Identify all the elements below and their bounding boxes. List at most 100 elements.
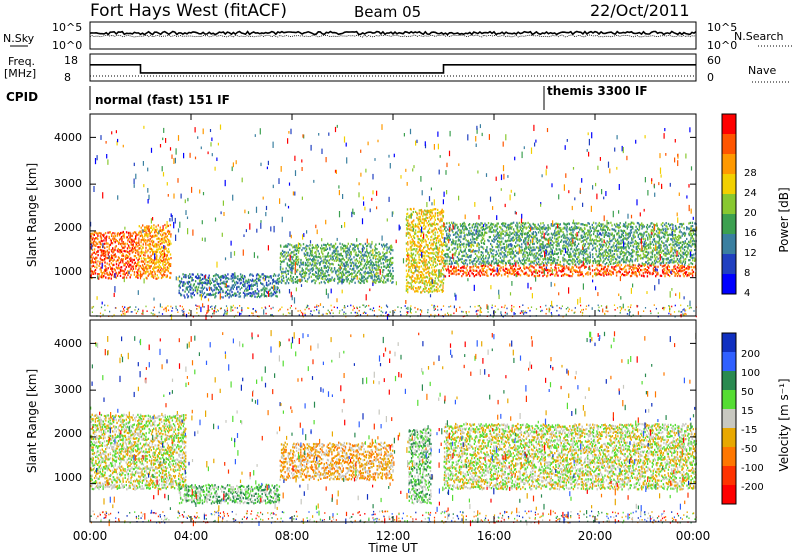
power-cell: [409, 259, 410, 261]
power-cell: [321, 260, 322, 262]
power-cell: [491, 262, 492, 264]
power-cell: [625, 269, 626, 271]
power-cell: [585, 258, 586, 260]
power-cell: [354, 270, 355, 272]
power-cell: [504, 270, 505, 272]
power-cell: [344, 274, 345, 276]
power-cell: [603, 229, 604, 231]
power-cell: [150, 232, 151, 234]
power-cell: [443, 259, 444, 261]
power-cell: [525, 243, 526, 245]
power-cell: [144, 252, 145, 254]
power-cell: [461, 251, 462, 253]
power-cell: [661, 275, 662, 277]
power-cell: [156, 235, 157, 237]
power-cell: [239, 292, 240, 294]
power-cell: [299, 247, 300, 249]
power-cell: [620, 271, 621, 273]
power-cell: [496, 235, 497, 237]
power-cell: [153, 253, 154, 255]
power-cell: [94, 238, 95, 240]
power-cell: [508, 239, 509, 241]
power-cell: [564, 254, 565, 256]
power-cell: [498, 259, 499, 261]
power-cell: [468, 256, 469, 258]
power-cell: [429, 272, 430, 274]
power-cell: [537, 242, 538, 244]
power-cell: [247, 286, 248, 288]
power-cell: [282, 260, 283, 262]
power-cell: [392, 277, 393, 279]
power-cell: [521, 230, 522, 232]
power-cell: [542, 226, 543, 228]
power-cell: [512, 232, 513, 234]
power-cell: [548, 226, 549, 228]
power-cell: [609, 233, 610, 235]
power-cell: [492, 260, 493, 262]
power-cell: [582, 237, 583, 239]
power-cell: [168, 248, 169, 250]
power-cell: [316, 256, 317, 258]
power-cell: [563, 237, 564, 239]
power-cell: [608, 259, 609, 261]
power-cell: [425, 241, 426, 243]
power-cell: [530, 251, 531, 253]
power-cell: [478, 247, 479, 249]
power-cell: [440, 284, 441, 286]
power-cell: [147, 257, 148, 259]
power-cell: [588, 260, 589, 262]
power-cell: [625, 261, 626, 263]
power-cell: [478, 258, 479, 260]
power-cell: [287, 265, 288, 267]
power-cell: [340, 246, 341, 248]
power-cell: [442, 233, 443, 235]
power-cell: [168, 267, 169, 269]
power-cell: [147, 249, 148, 251]
power-cell: [491, 265, 492, 267]
power-cell: [547, 272, 548, 274]
power-cell: [486, 249, 487, 251]
power-cell: [407, 273, 408, 275]
power-cell: [125, 243, 126, 245]
power-cell: [425, 264, 426, 266]
power-cell: [416, 217, 417, 219]
power-cell: [625, 222, 626, 224]
power-cell: [533, 236, 534, 238]
power-cell: [571, 243, 572, 245]
power-cell: [442, 256, 443, 258]
power-cell: [151, 258, 152, 260]
power-cell: [499, 231, 500, 233]
power-cell: [498, 274, 499, 276]
power-cell: [618, 264, 619, 266]
power-cell: [548, 269, 549, 271]
power-cell: [192, 279, 193, 281]
power-cell: [655, 275, 656, 277]
power-cell: [524, 268, 525, 270]
power-cell: [587, 256, 588, 258]
power-cell: [354, 245, 355, 247]
power-cell: [288, 254, 289, 256]
power-cell: [160, 272, 161, 274]
power-cell: [107, 243, 108, 245]
power-cell: [549, 237, 550, 239]
power-cell: [198, 286, 199, 288]
power-cell: [472, 269, 473, 271]
power-cell: [616, 274, 617, 276]
power-cell: [475, 242, 476, 244]
power-cell: [554, 237, 555, 239]
power-cell: [103, 275, 104, 277]
power-cell: [433, 274, 434, 276]
power-cell: [309, 269, 310, 271]
power-cell: [149, 246, 150, 248]
power-cell: [476, 261, 477, 263]
power-cell: [270, 289, 271, 291]
power-cell: [211, 287, 212, 289]
power-cell: [574, 252, 575, 254]
power-cell: [225, 275, 226, 277]
power-cell: [167, 275, 168, 277]
power-cell: [614, 234, 615, 236]
power-cell: [480, 227, 481, 229]
power-cell: [257, 296, 258, 298]
power-cell: [537, 272, 538, 274]
power-cell: [485, 271, 486, 273]
